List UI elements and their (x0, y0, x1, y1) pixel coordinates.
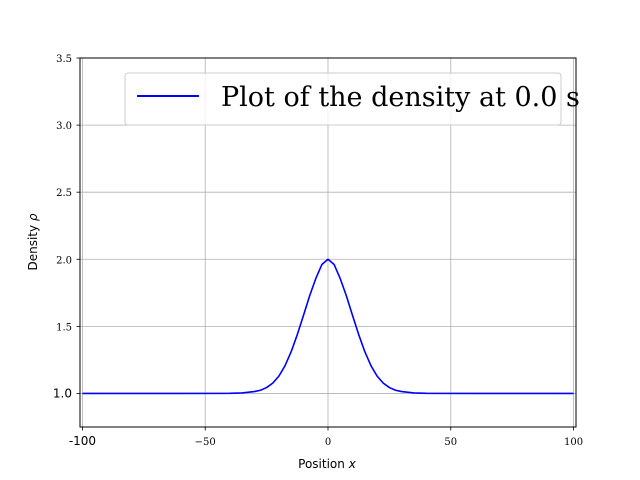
legend-label: Plot of the density at 0.0 s (221, 82, 580, 113)
x-axis-label: Position x (298, 457, 357, 471)
density-series-line (82, 258, 574, 395)
x-axis-label-text: Position (298, 457, 345, 471)
x-tick-label: 100 (564, 437, 583, 448)
y-axis-label-symbol: ρ (26, 213, 40, 221)
x-tick-label: 0 (325, 437, 331, 448)
x-tick-label: -100 (69, 434, 96, 448)
y-tick-label: 3.5 (56, 54, 72, 65)
ticks: -100 −50 0 50 100 1.0 1.5 2.0 2.5 3.0 3.5 (53, 54, 583, 448)
legend: Plot of the density at 0.0 s (124, 72, 580, 126)
y-tick-label: 1.0 (53, 386, 72, 400)
x-tick-label: −50 (195, 437, 216, 448)
y-axis-label: Density ρ (26, 213, 40, 270)
legend-box (124, 72, 562, 126)
y-tick-label: 1.5 (56, 322, 72, 333)
series-layer (82, 258, 574, 395)
x-tick-label: 50 (444, 437, 457, 448)
x-axis-label-symbol: x (348, 457, 357, 471)
y-axis-label-text: Density (26, 225, 40, 271)
y-tick-label: 2.5 (56, 188, 72, 199)
y-tick-label: 3.0 (56, 121, 72, 132)
y-tick-label: 2.0 (56, 255, 72, 266)
